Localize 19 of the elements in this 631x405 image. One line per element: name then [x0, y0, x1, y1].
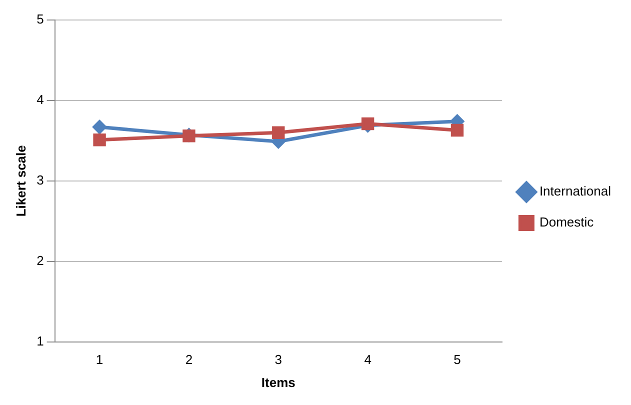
x-tick-label: 5 [454, 352, 461, 368]
y-tick-label: 4 [36, 92, 44, 108]
y-tick-label: 2 [36, 252, 44, 268]
y-tick-label: 5 [36, 12, 44, 27]
point [361, 117, 374, 130]
x-tick-label: 4 [364, 352, 372, 368]
legend-label: Domestic [539, 214, 594, 230]
y-tick-label: 3 [36, 172, 44, 188]
y-tick-label: 1 [36, 333, 44, 348]
point [450, 124, 464, 137]
x-tick-label: 3 [274, 352, 282, 368]
point [92, 120, 106, 134]
x-axis-title: Items [261, 374, 296, 390]
x-tick-label: 1 [96, 352, 104, 368]
y-axis-title: Likert scale [13, 145, 28, 217]
point [93, 134, 106, 146]
legend-label: International [539, 184, 612, 199]
x-tick-label: 2 [185, 352, 193, 368]
point [272, 126, 285, 139]
